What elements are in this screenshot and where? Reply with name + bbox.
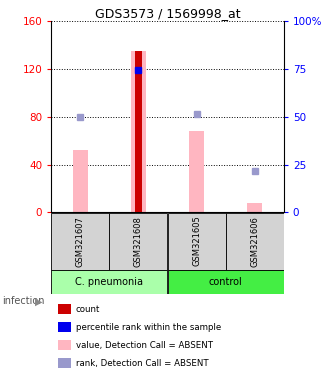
Text: ▶: ▶ <box>35 297 42 307</box>
Text: GSM321608: GSM321608 <box>134 216 143 266</box>
Text: C. pneumonia: C. pneumonia <box>75 277 143 287</box>
Text: count: count <box>76 305 100 314</box>
Bar <box>58 304 71 314</box>
Bar <box>168 270 284 295</box>
Bar <box>58 322 71 332</box>
Text: percentile rank within the sample: percentile rank within the sample <box>76 323 221 332</box>
Bar <box>51 213 109 270</box>
Bar <box>73 150 87 212</box>
Text: value, Detection Call = ABSENT: value, Detection Call = ABSENT <box>76 341 213 350</box>
Text: infection: infection <box>2 296 44 306</box>
Bar <box>226 213 284 270</box>
Bar <box>168 213 225 270</box>
Text: GSM321605: GSM321605 <box>192 216 201 266</box>
Text: GSM321606: GSM321606 <box>250 216 259 266</box>
Bar <box>248 203 262 212</box>
Text: control: control <box>209 277 243 287</box>
Bar <box>58 340 71 350</box>
Text: GSM321607: GSM321607 <box>76 216 85 266</box>
Bar <box>51 270 167 295</box>
Title: GDS3573 / 1569998_at: GDS3573 / 1569998_at <box>95 7 240 20</box>
Text: rank, Detection Call = ABSENT: rank, Detection Call = ABSENT <box>76 359 208 368</box>
Bar <box>131 51 146 212</box>
Bar <box>110 213 167 270</box>
Bar <box>58 358 71 368</box>
Bar <box>189 131 204 212</box>
Bar <box>135 51 142 212</box>
